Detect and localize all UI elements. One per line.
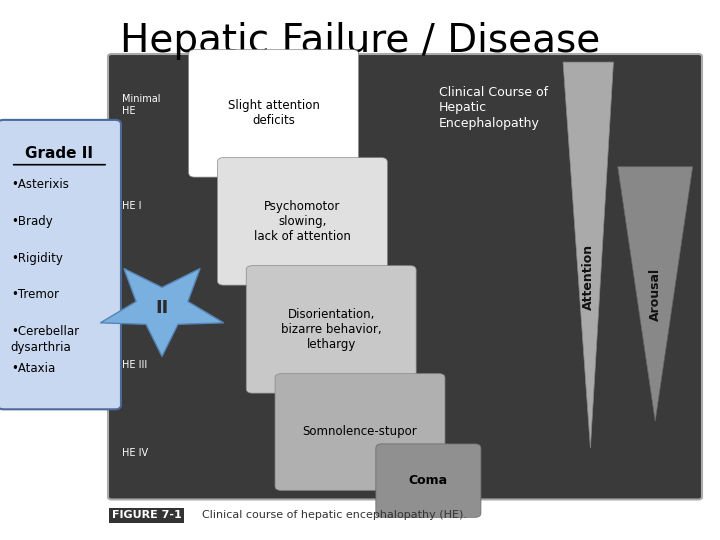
FancyBboxPatch shape [217,158,387,285]
Text: FIGURE 7-1: FIGURE 7-1 [112,510,181,521]
FancyBboxPatch shape [246,266,416,393]
FancyBboxPatch shape [0,120,121,409]
Text: Attention: Attention [582,244,595,310]
Text: Psychomotor
slowing,
lack of attention: Psychomotor slowing, lack of attention [254,200,351,243]
Polygon shape [100,268,224,356]
Text: •Cerebellar
dysarthria: •Cerebellar dysarthria [11,325,79,354]
FancyBboxPatch shape [108,54,702,500]
FancyBboxPatch shape [189,50,359,177]
Text: HE I: HE I [122,201,142,211]
Text: Clinical Course of
Hepatic
Encephalopathy: Clinical Course of Hepatic Encephalopath… [439,86,549,130]
Text: HE IV: HE IV [122,448,148,458]
Text: •Rigidity: •Rigidity [11,252,63,265]
Polygon shape [618,167,693,421]
Text: Slight attention
deficits: Slight attention deficits [228,99,320,127]
Text: HE III: HE III [122,360,148,370]
Text: Disorientation,
bizarre behavior,
lethargy: Disorientation, bizarre behavior, lethar… [281,308,382,351]
Text: •Tremor: •Tremor [11,288,59,301]
FancyBboxPatch shape [376,444,481,517]
Text: Grade II: Grade II [25,146,94,161]
FancyBboxPatch shape [275,374,445,490]
Text: Clinical course of hepatic encephalopathy (HE).: Clinical course of hepatic encephalopath… [202,510,467,521]
Polygon shape [563,62,613,448]
Text: •Ataxia: •Ataxia [11,362,55,375]
Text: •Asterixis: •Asterixis [11,178,68,191]
Text: Minimal
HE: Minimal HE [122,94,161,116]
Text: II: II [156,299,168,317]
Text: •Brady: •Brady [11,215,53,228]
Text: Arousal: Arousal [649,267,662,321]
Text: Coma: Coma [409,474,448,487]
Text: Somnolence-stupor: Somnolence-stupor [302,426,418,438]
Text: Hepatic Failure / Disease: Hepatic Failure / Disease [120,22,600,59]
